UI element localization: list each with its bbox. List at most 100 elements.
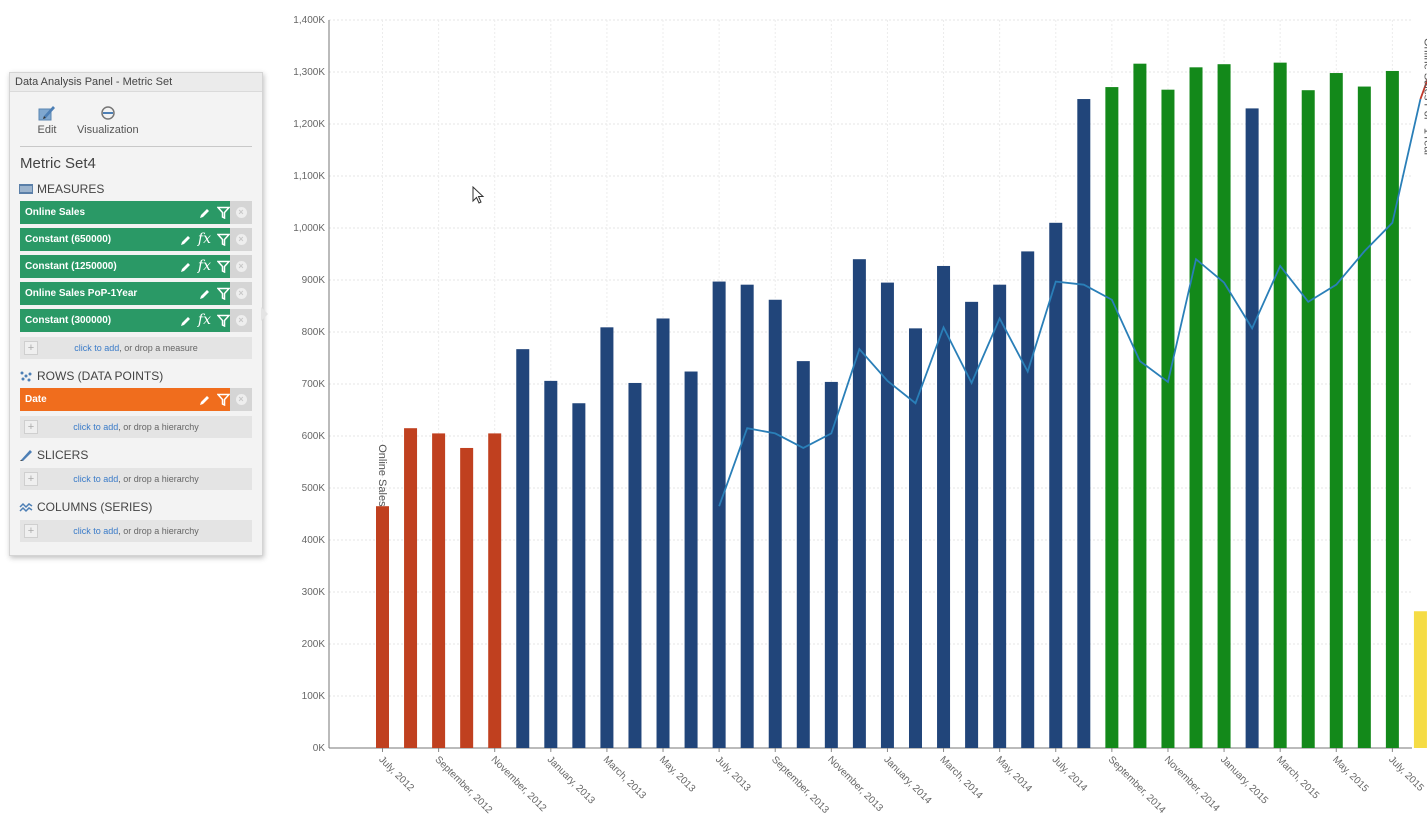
measure-item[interactable]: Online Sales PoP-1Year × (20, 282, 252, 305)
bar[interactable] (937, 265, 951, 748)
bar[interactable] (1049, 222, 1063, 749)
bar[interactable] (1133, 63, 1147, 749)
filter-icon[interactable] (217, 206, 230, 219)
bar[interactable] (1161, 89, 1175, 749)
bar[interactable] (600, 327, 614, 748)
bar[interactable] (1301, 90, 1315, 748)
function-icon[interactable]: fx (197, 231, 211, 247)
x-tick-label: September, 2014 (1106, 754, 1168, 816)
visualization-button[interactable]: Visualization (77, 104, 139, 136)
click-to-add-link[interactable]: click to add (73, 422, 119, 432)
close-icon: × (235, 261, 247, 272)
plus-icon[interactable]: + (24, 524, 38, 538)
pencil-icon[interactable] (199, 207, 211, 219)
function-icon[interactable]: fx (197, 312, 211, 328)
remove-button[interactable]: × (230, 255, 252, 278)
measure-item-label: Constant (650000) (25, 234, 112, 245)
bar[interactable] (432, 433, 446, 748)
pencil-icon[interactable] (180, 261, 192, 273)
slicers-drop-zone[interactable]: + click to add, or drop a hierarchy (20, 468, 252, 490)
measures-heading-label: MEASURES (37, 182, 105, 196)
measure-item-label: Constant (1250000) (25, 261, 117, 272)
metric-set-name[interactable]: Metric Set4 (20, 155, 96, 172)
bar[interactable] (740, 284, 754, 748)
panel-title[interactable]: Data Analysis Panel - Metric Set (10, 73, 262, 92)
y-tick-label: 0K (313, 743, 326, 754)
plus-icon[interactable]: + (24, 341, 38, 355)
rows-drop-zone[interactable]: + click to add, or drop a hierarchy (20, 416, 252, 438)
bar[interactable] (1189, 67, 1203, 748)
bar[interactable] (993, 284, 1007, 748)
filter-icon[interactable] (217, 393, 230, 406)
bar[interactable] (1329, 73, 1343, 749)
remove-button[interactable]: × (230, 309, 252, 332)
bar[interactable] (376, 506, 389, 748)
pencil-icon[interactable] (199, 394, 211, 406)
function-icon[interactable]: fx (197, 258, 211, 274)
measures-icon (19, 184, 33, 194)
remove-button[interactable]: × (230, 388, 252, 411)
measure-drop-zone[interactable]: + click to add, or drop a measure (20, 337, 252, 359)
y-tick-label: 700K (302, 379, 326, 390)
columns-heading: COLUMNS (SERIES) (19, 499, 262, 515)
x-tick-label: May, 2015 (1330, 754, 1371, 795)
pencil-icon[interactable] (199, 288, 211, 300)
bar[interactable] (628, 382, 642, 748)
x-tick-label: November, 2014 (1162, 754, 1222, 814)
click-to-add-link[interactable]: click to add (74, 343, 120, 353)
pencil-icon[interactable] (180, 315, 192, 327)
y-tick-label: 900K (302, 275, 326, 286)
filter-icon[interactable] (217, 260, 230, 273)
y-tick-label: 500K (302, 483, 326, 494)
bar[interactable] (460, 447, 474, 748)
bar[interactable] (572, 403, 586, 748)
drop-hint: , or drop a hierarchy (118, 422, 199, 432)
series-line-tail (1419, 78, 1427, 100)
plus-icon[interactable]: + (24, 472, 38, 486)
row-item-date[interactable]: Date × (20, 388, 252, 411)
filter-icon[interactable] (217, 287, 230, 300)
click-to-add-link[interactable]: click to add (73, 526, 119, 536)
bar[interactable] (1217, 64, 1231, 748)
bar[interactable] (1077, 99, 1091, 749)
drop-hint: , or drop a hierarchy (118, 526, 199, 536)
bar[interactable] (908, 328, 922, 748)
columns-drop-zone[interactable]: + click to add, or drop a hierarchy (20, 520, 252, 542)
edit-button[interactable]: Edit (37, 104, 57, 136)
measure-item[interactable]: Online Sales × (20, 201, 252, 224)
measure-item[interactable]: Constant (300000) fx × (20, 309, 252, 332)
series-line[interactable] (718, 98, 1422, 507)
remove-button[interactable]: × (230, 282, 252, 305)
bar[interactable] (712, 281, 726, 748)
bar[interactable] (404, 428, 418, 748)
bar[interactable] (1021, 251, 1035, 748)
pencil-icon[interactable] (180, 234, 192, 246)
bar[interactable] (1273, 62, 1287, 748)
bar[interactable] (796, 361, 810, 748)
bar[interactable] (544, 380, 558, 748)
measure-item[interactable]: Constant (650000) fx × (20, 228, 252, 251)
remove-button[interactable]: × (230, 201, 252, 224)
remove-button[interactable]: × (230, 228, 252, 251)
click-to-add-link[interactable]: click to add (73, 474, 119, 484)
bar[interactable] (1357, 86, 1371, 748)
bar[interactable] (965, 301, 979, 748)
drop-hint: , or drop a measure (119, 343, 198, 353)
filter-icon[interactable] (217, 233, 230, 246)
plus-icon[interactable]: + (24, 420, 38, 434)
bar[interactable] (1385, 70, 1399, 748)
bar[interactable] (1413, 611, 1427, 748)
bar[interactable] (516, 349, 530, 748)
bar[interactable] (852, 259, 866, 748)
bar[interactable] (488, 433, 502, 748)
bar[interactable] (1245, 108, 1259, 748)
bar[interactable] (768, 299, 782, 748)
bar[interactable] (656, 318, 670, 748)
bar[interactable] (1105, 87, 1119, 748)
filter-icon[interactable] (217, 314, 230, 327)
close-icon: × (235, 288, 247, 299)
bar[interactable] (824, 381, 838, 748)
bar[interactable] (880, 282, 894, 748)
measure-item[interactable]: Constant (1250000) fx × (20, 255, 252, 278)
bar[interactable] (684, 371, 698, 748)
